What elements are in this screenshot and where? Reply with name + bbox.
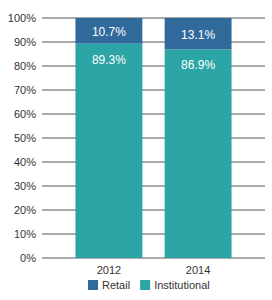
legend-label: Retail	[102, 279, 130, 291]
data-label: 13.1%	[181, 28, 215, 42]
y-tick-label: 80%	[14, 60, 36, 72]
y-tick-label: 10%	[14, 228, 36, 240]
y-tick-label: 90%	[14, 36, 36, 48]
y-tick-label: 50%	[14, 132, 36, 144]
legend-label: Institutional	[154, 279, 210, 291]
y-tick-label: 40%	[14, 156, 36, 168]
y-tick-label: 60%	[14, 108, 36, 120]
grid	[42, 18, 265, 258]
y-tick-label: 20%	[14, 204, 36, 216]
bar	[165, 49, 232, 258]
chart: 0% 10% 20% 30% 40% 50% 60% 70% 80% 90% 100% 89.3% 10…	[0, 0, 272, 300]
bar	[75, 18, 142, 44]
y-tick-label: 100%	[8, 12, 36, 24]
legend: Retail Institutional	[88, 279, 210, 291]
y-tick-label: 70%	[14, 84, 36, 96]
bar	[75, 44, 142, 258]
x-tick-label: 2014	[186, 264, 210, 276]
legend-swatch	[88, 280, 98, 290]
y-tick-label: 0%	[20, 252, 36, 264]
bars	[75, 18, 231, 258]
data-label: 89.3%	[92, 53, 126, 67]
legend-swatch	[140, 280, 150, 290]
data-labels: 89.3% 10.7% 86.9% 13.1%	[92, 25, 216, 73]
x-tick-label: 2012	[97, 264, 121, 276]
y-tick-label: 30%	[14, 180, 36, 192]
data-label: 86.9%	[181, 58, 215, 72]
data-label: 10.7%	[92, 25, 126, 39]
bar	[165, 18, 232, 49]
